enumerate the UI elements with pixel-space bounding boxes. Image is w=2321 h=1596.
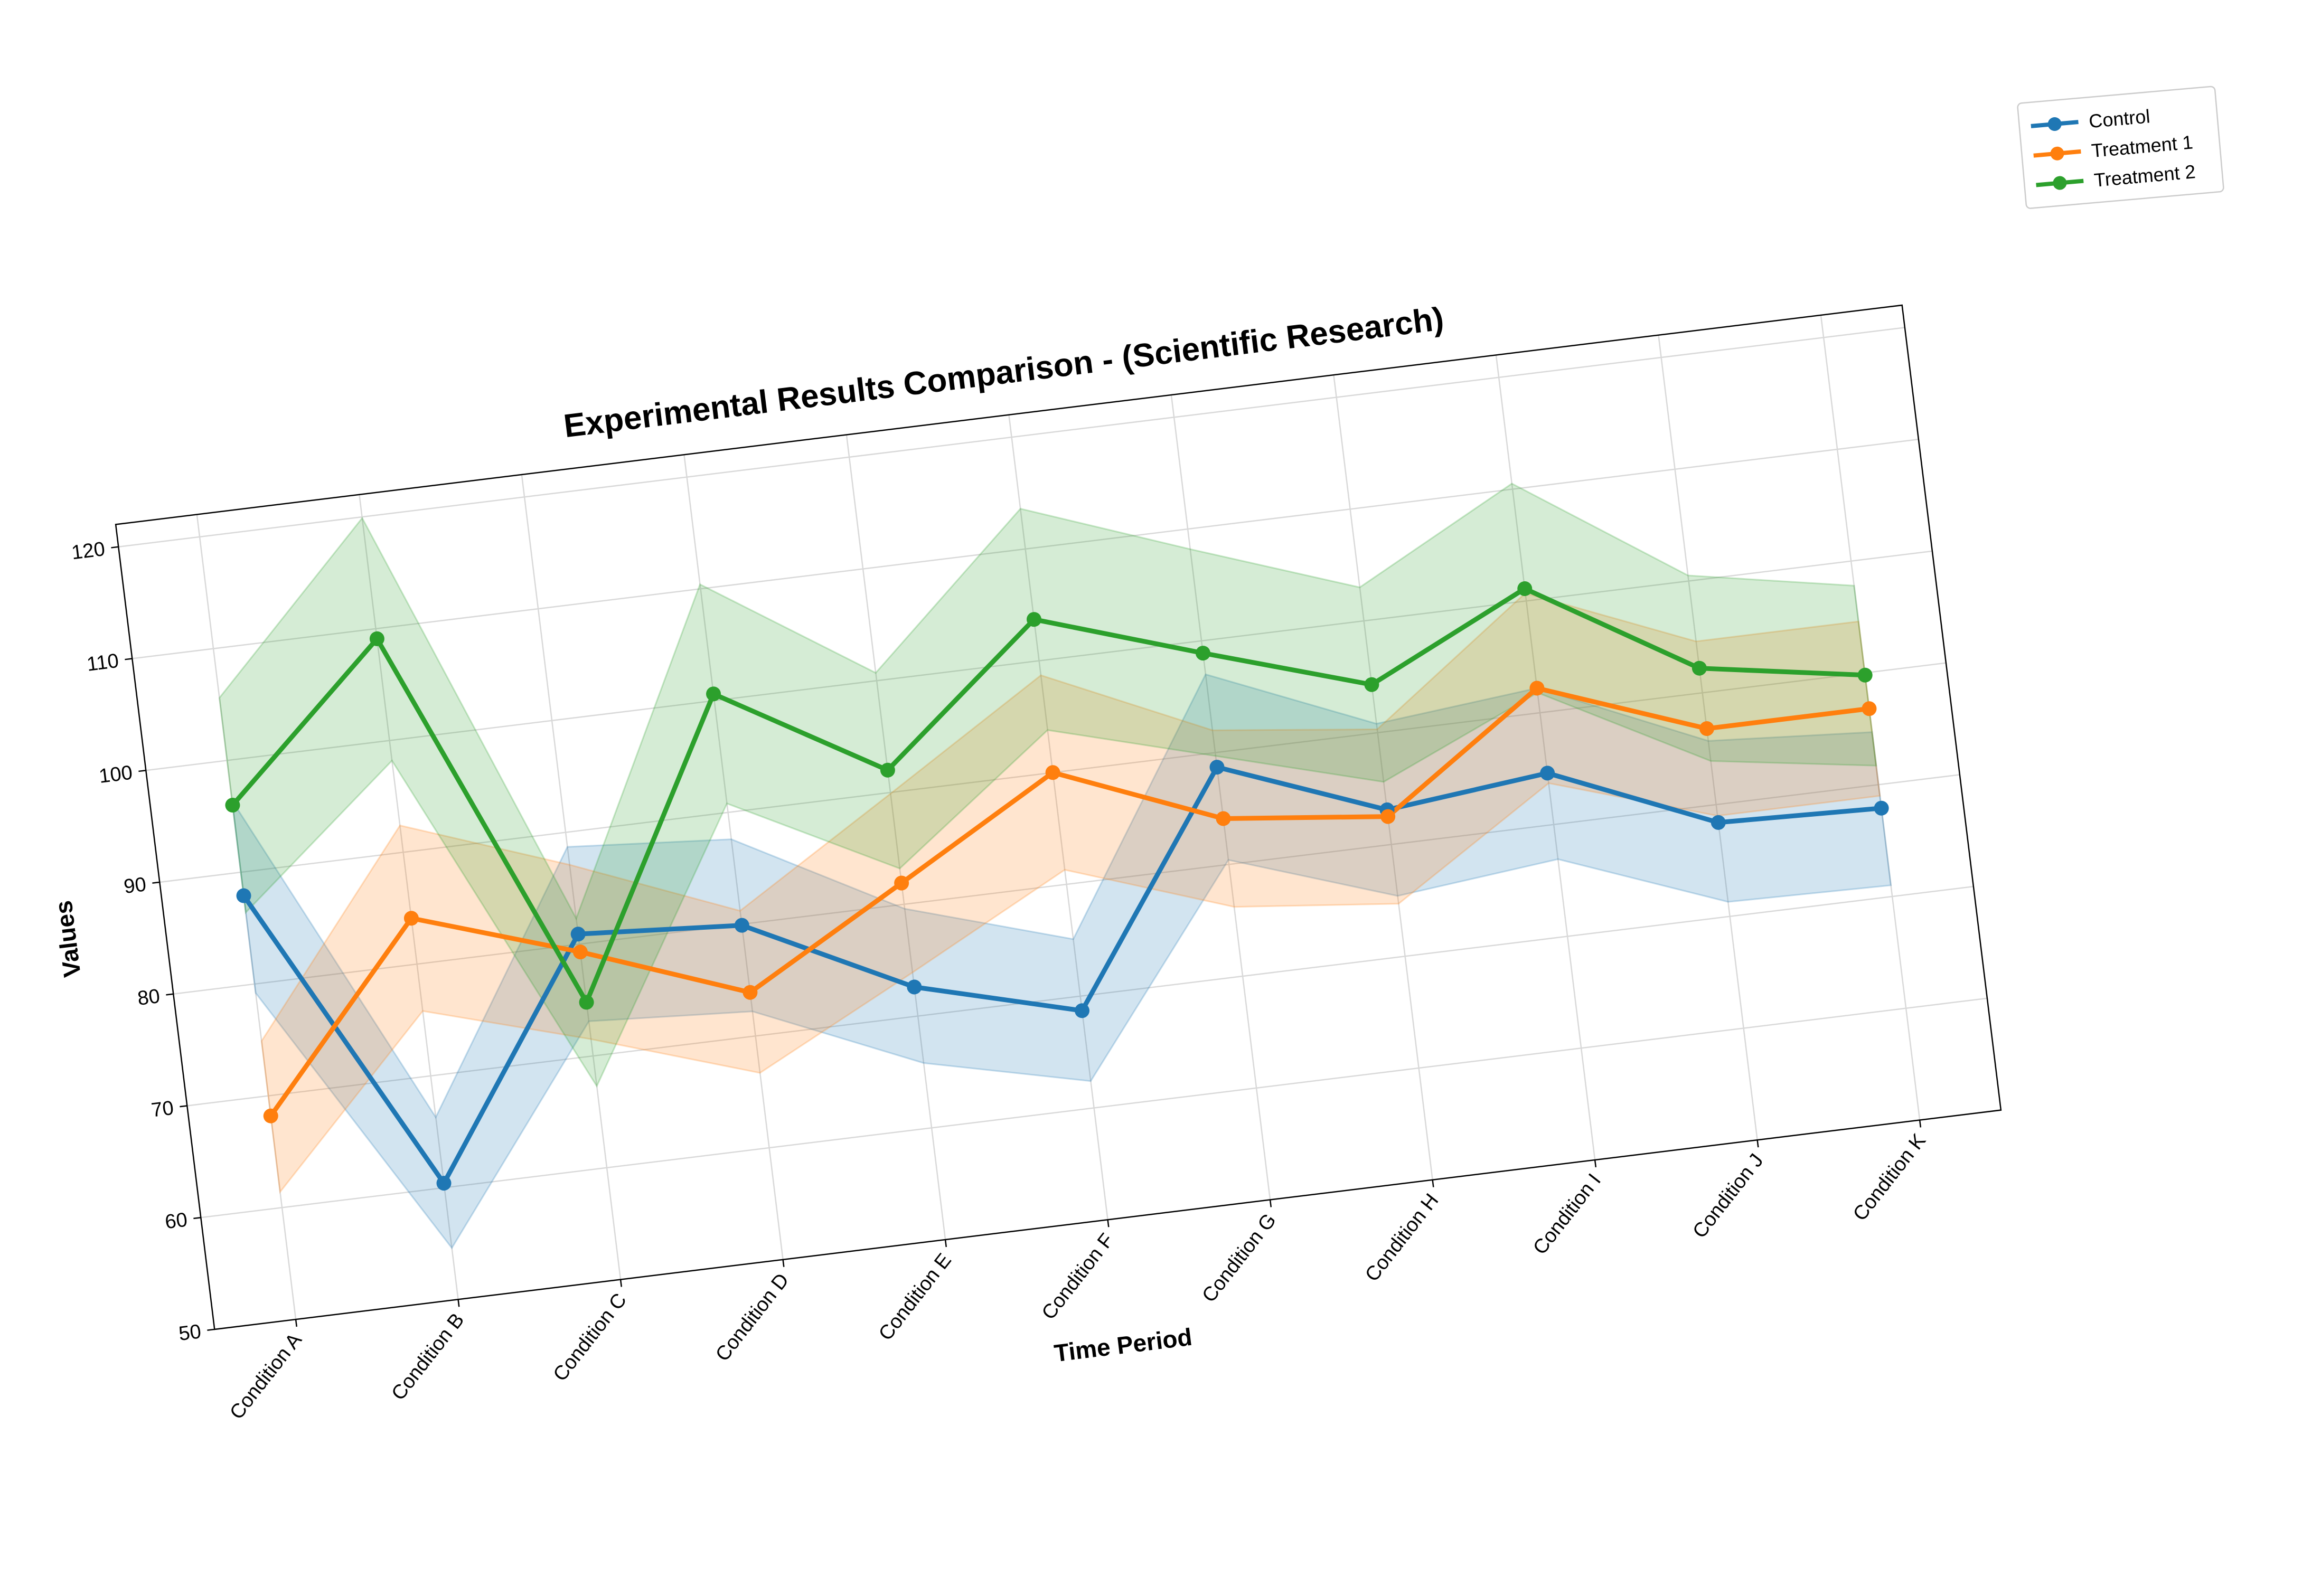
y-tick-mark-0 [207, 1328, 215, 1331]
x-tick-label-1: Condition B [387, 1309, 468, 1405]
band-series-2 [218, 483, 1877, 1088]
point-series-2-1 [369, 631, 384, 646]
point-series-0-6 [1209, 760, 1225, 775]
point-series-1-3 [743, 985, 758, 1000]
point-series-2-8 [1517, 581, 1533, 596]
series-markers [225, 581, 1889, 1191]
x-axis-label: Time Period [1053, 1323, 1194, 1367]
grid-line-x-2 [521, 474, 622, 1280]
grid-line-x-0 [196, 514, 297, 1320]
y-tick-label-1: 60 [164, 1209, 189, 1234]
legend-swatch-marker-1 [2050, 146, 2064, 160]
point-series-1-6 [1216, 811, 1231, 826]
x-tick-label-3: Condition D [711, 1269, 793, 1365]
point-series-0-10 [1874, 800, 1889, 816]
x-tick-mark-8 [1594, 1159, 1597, 1168]
x-tick-label-4: Condition E [875, 1249, 956, 1345]
point-series-2-6 [1195, 646, 1210, 661]
point-series-1-7 [1380, 809, 1396, 824]
y-tick-label-0: 50 [177, 1320, 202, 1345]
y-tick-label-5: 100 [98, 762, 134, 788]
grid-line-x-7 [1333, 375, 1433, 1180]
point-series-0-8 [1540, 766, 1555, 781]
x-tick-mark-6 [1269, 1200, 1272, 1207]
x-tick-label-7: Condition H [1361, 1189, 1443, 1286]
point-series-0-0 [236, 888, 251, 903]
point-series-1-8 [1529, 681, 1545, 696]
grid-line-x-3 [683, 455, 784, 1260]
band-series-0 [231, 673, 1892, 1250]
point-series-1-0 [263, 1108, 278, 1123]
grid-line-x-4 [845, 435, 946, 1240]
y-tick-mark-4 [152, 881, 160, 884]
chart-title: Experimental Results Comparison - (Scien… [562, 300, 1446, 445]
x-tick-mark-7 [1432, 1179, 1434, 1187]
point-series-1-1 [403, 911, 419, 926]
legend-swatch-marker-0 [2047, 117, 2062, 131]
y-tick-mark-1 [193, 1216, 201, 1220]
grid-line-x-9 [1658, 335, 1758, 1140]
point-series-0-1 [436, 1176, 452, 1191]
x-tick-mark-3 [782, 1259, 785, 1267]
y-tick-mark-2 [180, 1105, 187, 1108]
y-tick-mark-3 [166, 993, 174, 996]
plot-frame: 50 60 70 80 90 100 110 120 Condition A Condition… [49, 300, 2002, 1424]
legend-box [2017, 86, 2224, 209]
point-series-1-5 [1045, 765, 1060, 780]
point-series-2-7 [1364, 677, 1379, 692]
x-tick-mark-0 [295, 1319, 297, 1327]
y-tick-mark-7 [111, 546, 119, 549]
y-tick-label-4: 90 [123, 873, 147, 898]
x-tick-mark-5 [1107, 1220, 1110, 1227]
x-tick-label-2: Condition C [549, 1289, 631, 1385]
point-series-1-4 [894, 875, 909, 891]
x-tick-mark-10 [1919, 1120, 1922, 1128]
y-axis-ticks: 50 60 70 80 90 100 110 120 [70, 538, 215, 1345]
point-series-0-4 [907, 979, 922, 995]
y-tick-label-3: 80 [136, 985, 161, 1010]
grid-line-x-6 [1170, 394, 1271, 1200]
x-tick-label-10: Condition K [1849, 1130, 1930, 1225]
point-series-2-10 [1857, 667, 1873, 683]
x-tick-mark-9 [1756, 1140, 1759, 1148]
point-series-2-0 [225, 798, 240, 813]
y-tick-mark-6 [125, 658, 133, 660]
point-series-1-2 [572, 945, 588, 960]
x-tick-label-0: Condition A [225, 1329, 306, 1424]
x-tick-mark-1 [457, 1299, 460, 1307]
grid-line-x-8 [1495, 355, 1596, 1160]
y-tick-mark-5 [138, 769, 146, 772]
point-series-0-5 [1074, 1003, 1089, 1018]
y-tick-label-6: 110 [86, 650, 120, 676]
point-series-0-2 [570, 927, 586, 942]
point-series-2-5 [1026, 612, 1041, 627]
point-series-2-4 [880, 762, 895, 778]
point-series-1-9 [1699, 721, 1714, 736]
point-series-2-9 [1692, 660, 1707, 676]
grid-line-x-10 [1820, 315, 1921, 1120]
y-tick-label-2: 70 [150, 1097, 175, 1122]
point-series-2-3 [706, 686, 721, 702]
point-series-0-9 [1711, 815, 1726, 830]
grid-line-x-1 [359, 494, 459, 1300]
x-tick-label-8: Condition I [1529, 1169, 1605, 1259]
x-tick-label-5: Condition F [1038, 1230, 1119, 1324]
point-series-0-3 [734, 918, 749, 933]
x-tick-label-6: Condition G [1198, 1210, 1281, 1307]
point-series-1-10 [1862, 701, 1877, 716]
y-axis-label: Values [49, 899, 86, 979]
y-tick-label-7: 120 [70, 538, 106, 564]
point-series-2-2 [579, 995, 594, 1010]
legend-swatch-marker-2 [2053, 176, 2067, 190]
x-tick-label-9: Condition J [1688, 1150, 1768, 1243]
legend-label-0: Control [2088, 105, 2151, 132]
grid-line-x-5 [1008, 414, 1108, 1220]
x-tick-mark-4 [944, 1239, 947, 1248]
x-tick-mark-2 [619, 1279, 623, 1287]
